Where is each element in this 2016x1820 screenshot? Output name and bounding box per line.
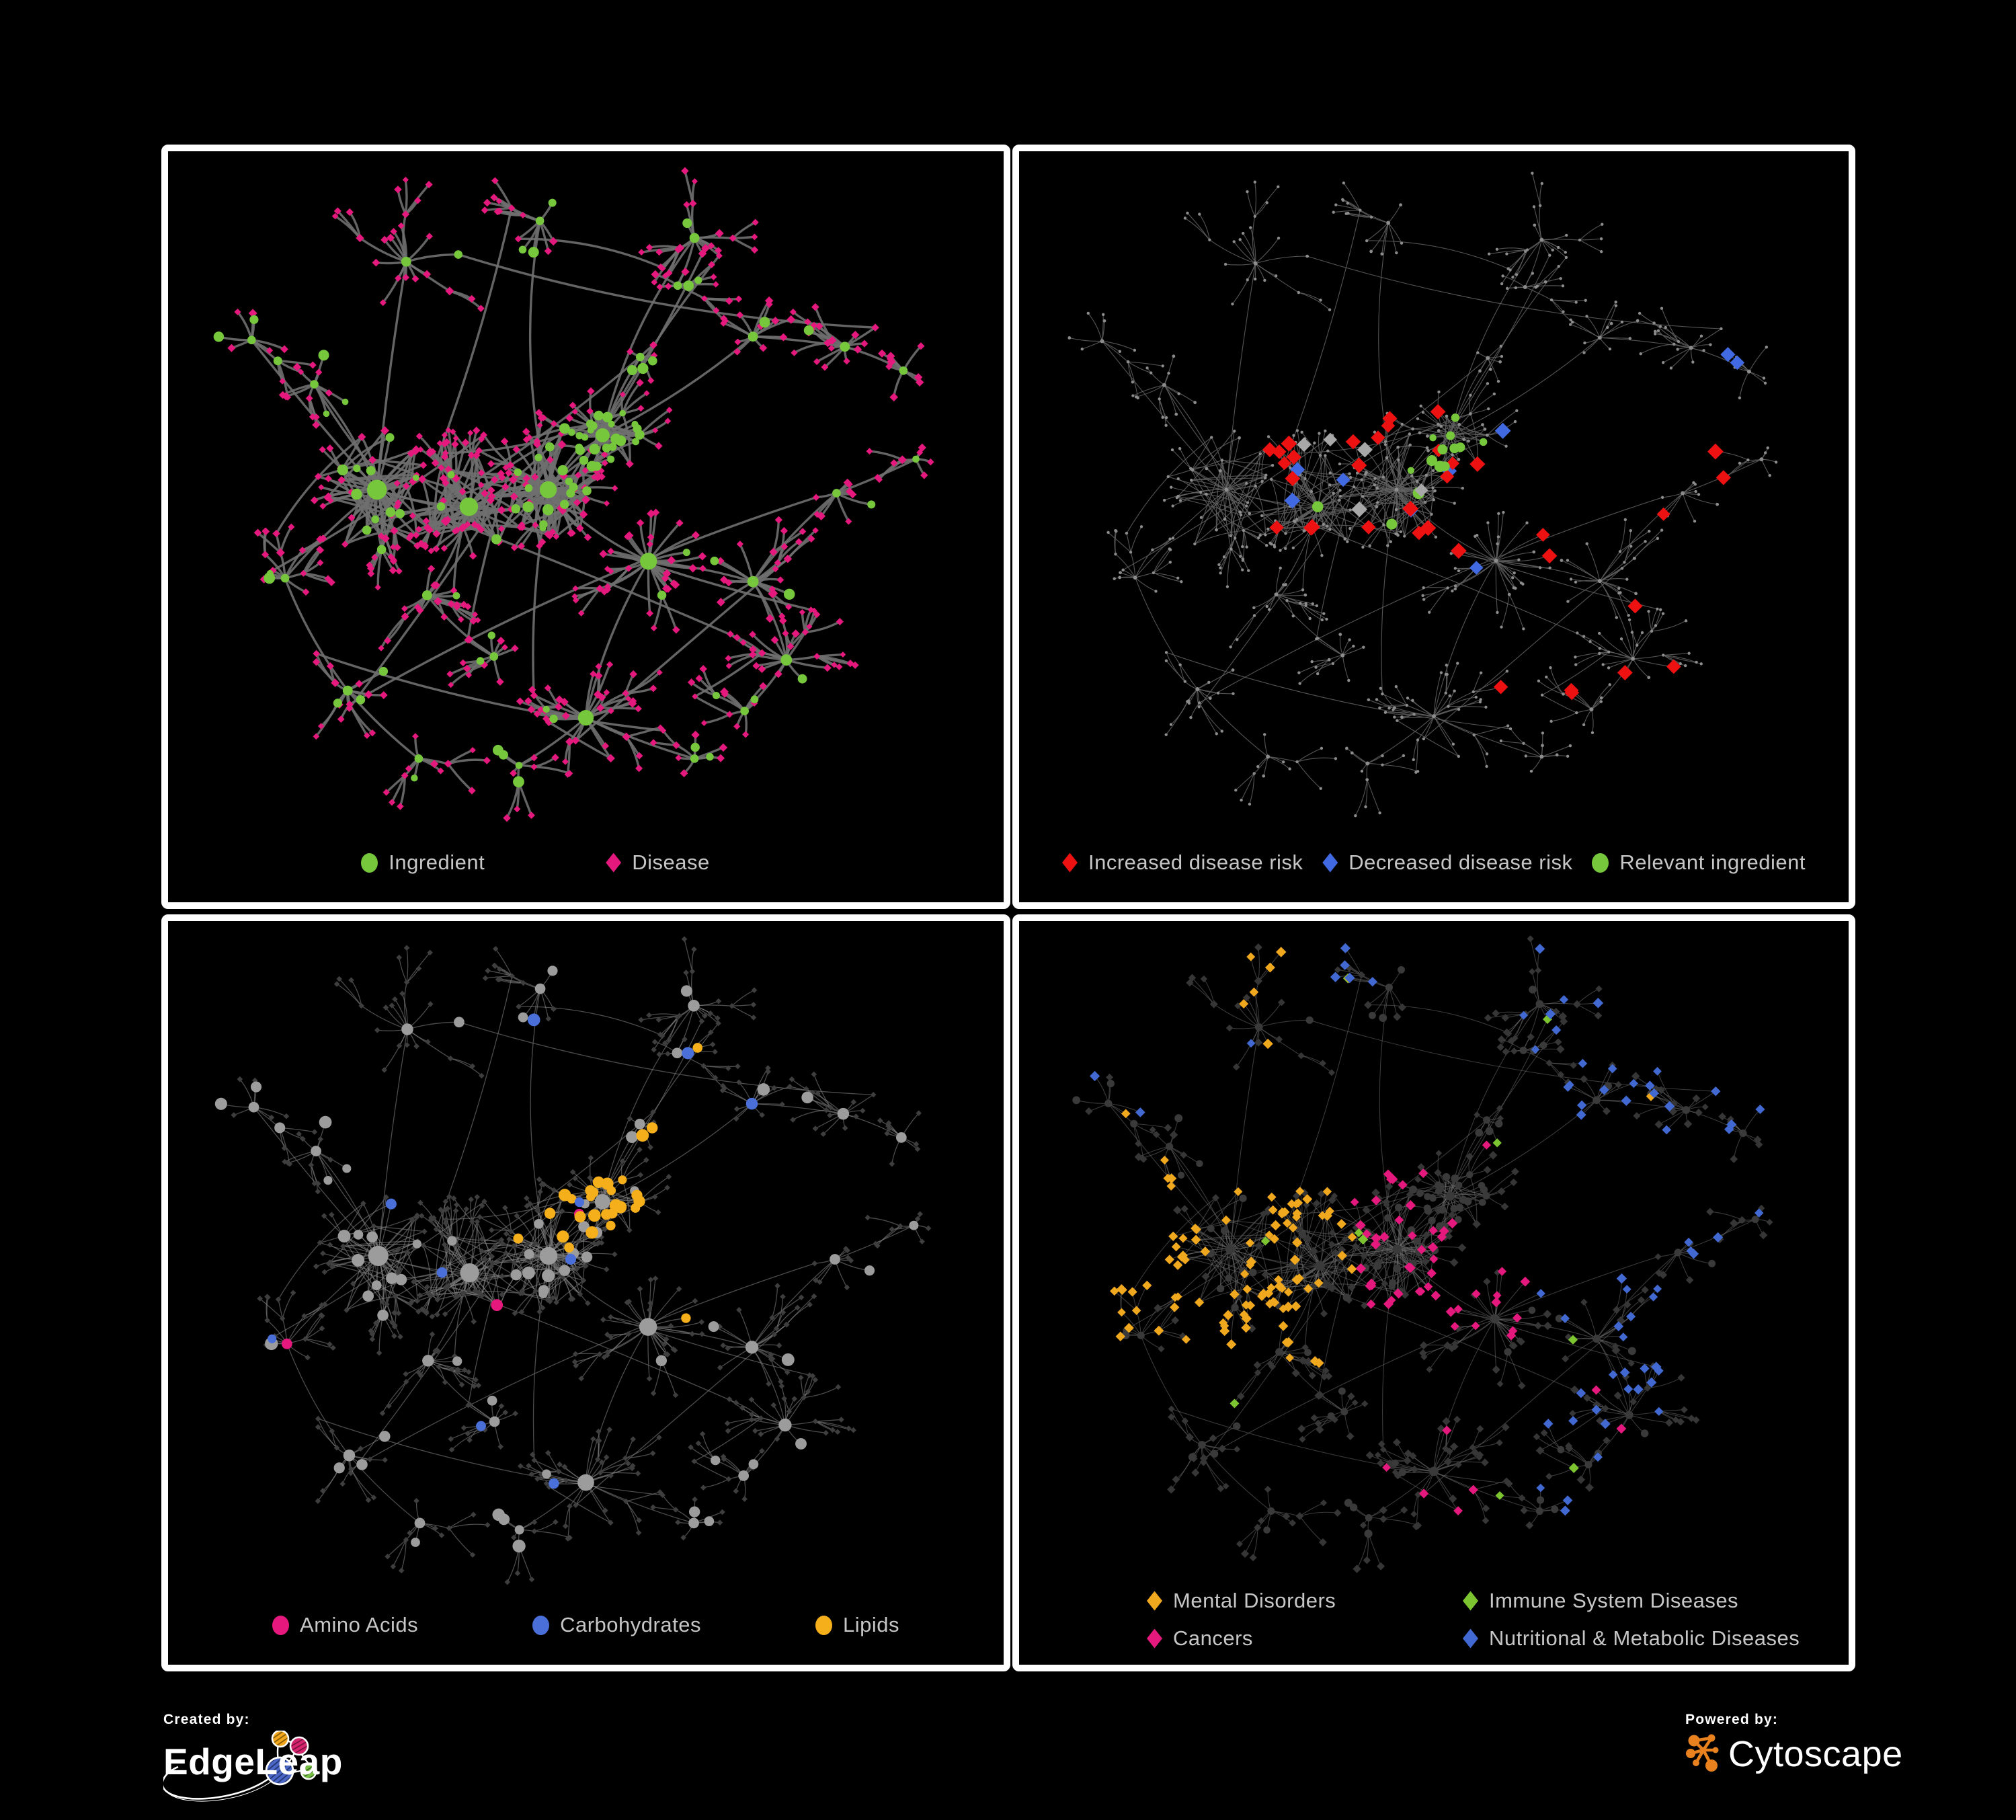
legend-label: Carbohydrates	[560, 1613, 701, 1636]
legend-swatch-circle	[815, 1615, 832, 1635]
nodes-layer	[1067, 171, 1778, 818]
legend-item-decreased-disease-risk: Decreased disease risk	[1322, 850, 1572, 875]
edgeleap-logo: EdgeLeap	[163, 1731, 365, 1808]
panel-disease-categories: Mental Disorders Immune System Diseases Ca…	[1012, 914, 1855, 1671]
legend-item-nutritional-metabolic-diseases: Nutritional & Metabolic Diseases	[1463, 1626, 1800, 1651]
legend-ingredient-classes: Amino Acids Carbohydrates Lipids	[168, 1597, 1004, 1665]
legend-label: Relevant ingredient	[1619, 850, 1806, 874]
legend-item-disease: Disease	[606, 850, 710, 875]
panel-grid: Ingredient Disease Increased disease risk…	[161, 145, 1855, 1671]
legend-item-increased-disease-risk: Increased disease risk	[1062, 850, 1303, 875]
nodes-layer	[1072, 935, 1773, 1573]
legend-swatch-diamond	[1463, 1628, 1478, 1649]
legend-swatch-diamond	[606, 853, 622, 873]
legend-label: Mental Disorders	[1173, 1589, 1336, 1612]
network-graph-disease-risk	[1019, 151, 1849, 835]
panel-ingredient-disease: Ingredient Disease	[161, 145, 1010, 909]
legend-swatch-diamond	[1463, 1591, 1478, 1611]
created-by-block: Created by:	[163, 1712, 365, 1808]
edgeleap-network-icon	[163, 1731, 317, 1802]
cytoscape-icon	[1686, 1734, 1719, 1772]
legend-swatch-circle	[1592, 853, 1609, 873]
network-svg	[1067, 171, 1778, 818]
legend-item-amino-acids: Amino Acids	[272, 1613, 418, 1637]
legend-label: Amino Acids	[300, 1613, 419, 1636]
powered-by-block: Powered by: Cytoscape	[1685, 1712, 1903, 1775]
legend-item-cancers: Cancers	[1147, 1626, 1436, 1651]
legend-label: Lipids	[842, 1613, 899, 1636]
edgeleap-wordmark: EdgeLeap	[163, 1741, 343, 1782]
edgeleap-node-orange	[271, 1731, 290, 1748]
legend-label: Ingredient	[389, 850, 485, 874]
legend-swatch-diamond	[1147, 1591, 1162, 1611]
network-svg	[213, 167, 934, 822]
legend-swatch-circle	[272, 1615, 290, 1635]
legend-swatch-circle	[361, 853, 378, 873]
legend-label: Increased disease risk	[1088, 850, 1303, 874]
legend-swatch-circle	[532, 1615, 550, 1635]
nodes-layer	[213, 167, 934, 822]
network-graph-disease-categories	[1019, 921, 1849, 1584]
cytoscape-wordmark: Cytoscape	[1728, 1734, 1903, 1774]
legend-swatch-diamond	[1322, 853, 1338, 873]
panel-ingredient-classes: Amino Acids Carbohydrates Lipids	[161, 914, 1010, 1671]
network-graph-ingredient-disease	[168, 151, 1004, 835]
legend-label: Decreased disease risk	[1348, 850, 1573, 874]
network-graph-ingredient-classes	[168, 921, 1004, 1597]
legend-ingredient-disease: Ingredient Disease	[168, 835, 1004, 902]
network-svg	[214, 936, 932, 1585]
edgeleap-node-green	[300, 1763, 317, 1780]
created-by-label: Created by:	[163, 1712, 250, 1727]
powered-by-label: Powered by:	[1685, 1712, 1779, 1727]
legend-item-relevant-ingredient: Relevant ingredient	[1592, 850, 1806, 875]
network-svg	[1072, 935, 1773, 1573]
legend-item-ingredient: Ingredient	[361, 850, 485, 875]
legend-label: Cancers	[1173, 1626, 1253, 1650]
legend-item-carbohydrates: Carbohydrates	[532, 1613, 701, 1637]
edgeleap-node-pink	[289, 1736, 309, 1756]
legend-label: Immune System Diseases	[1489, 1589, 1739, 1612]
panel-disease-risk: Increased disease risk Decreased disease …	[1012, 145, 1855, 909]
legend-item-immune-system-diseases: Immune System Diseases	[1463, 1589, 1800, 1613]
legend-swatch-diamond	[1062, 853, 1078, 873]
legend-disease-categories: Mental Disorders Immune System Diseases Ca…	[1019, 1584, 1849, 1665]
edgeleap-node-blue	[265, 1756, 294, 1786]
legend-disease-risk: Increased disease risk Decreased disease …	[1019, 835, 1849, 902]
legend-swatch-diamond	[1147, 1628, 1162, 1649]
legend-label: Nutritional & Metabolic Diseases	[1489, 1626, 1800, 1650]
legend-label: Disease	[632, 850, 710, 874]
legend-item-lipids: Lipids	[815, 1613, 899, 1637]
legend-item-mental-disorders: Mental Disorders	[1147, 1589, 1436, 1613]
nodes-layer	[214, 936, 932, 1585]
